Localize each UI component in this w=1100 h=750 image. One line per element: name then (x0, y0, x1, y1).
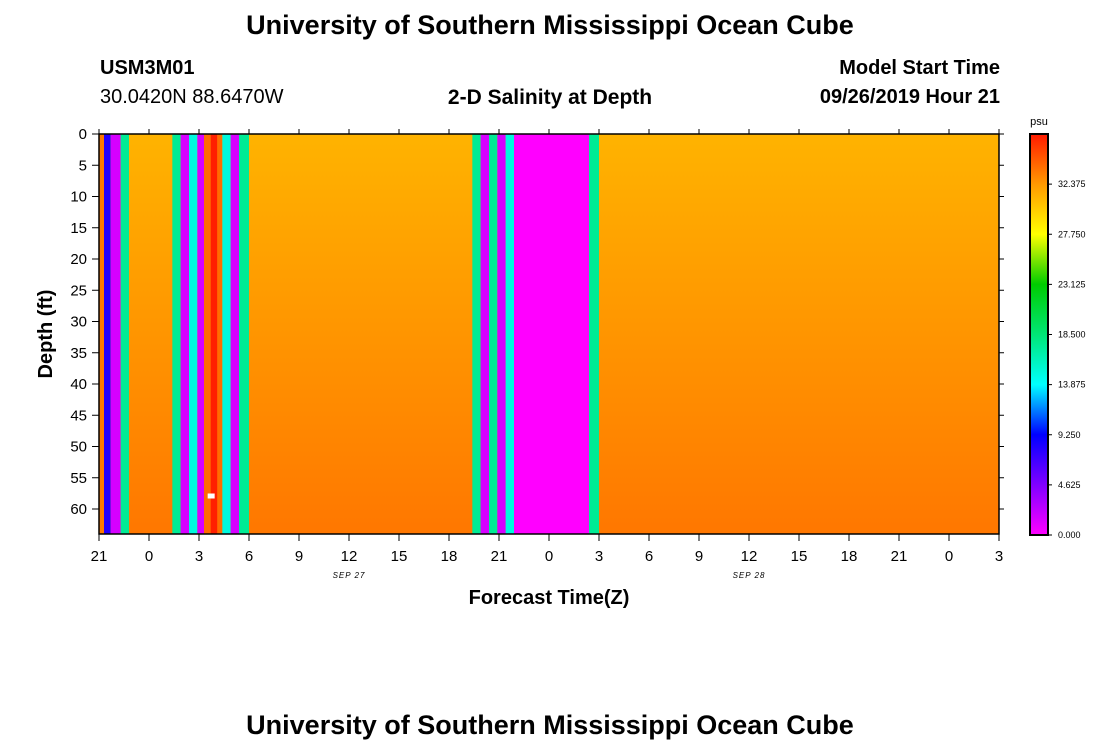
x-tick-label: 3 (195, 548, 203, 565)
y-tick-label: 25 (70, 282, 87, 299)
model-start-label: Model Start Time (839, 57, 1000, 79)
salinity-column (514, 134, 589, 534)
y-tick-label: 50 (70, 439, 87, 456)
x-tick-label: 9 (295, 548, 303, 565)
x-tick-label: 3 (595, 548, 603, 565)
model-start-time: 09/26/2019 Hour 21 (819, 86, 1000, 108)
x-tick-label: 6 (645, 548, 653, 565)
y-tick-label: 5 (79, 157, 87, 174)
y-tick-label: 15 (70, 220, 87, 237)
salinity-column (189, 134, 198, 534)
salinity-column (589, 134, 599, 534)
colorbar-tick-label: 4.625 (1058, 480, 1081, 490)
y-tick-label: 20 (70, 251, 87, 268)
y-tick-label: 55 (70, 470, 87, 487)
salinity-column (99, 134, 104, 534)
x-tick-label: 3 (995, 548, 1003, 565)
x-tick-label: 21 (91, 548, 108, 565)
date-label: SEP 28 (733, 571, 766, 580)
chart-title: 2-D Salinity at Depth (447, 86, 653, 109)
y-tick-label: 35 (70, 345, 87, 362)
y-tick-label: 45 (70, 407, 87, 424)
x-tick-label: 12 (741, 548, 758, 565)
x-tick-label: 0 (545, 548, 553, 565)
x-tick-label: 21 (491, 548, 508, 565)
page-title: University of Southern Mississippi Ocean… (246, 10, 854, 40)
colorbar-tick-label: 0.000 (1058, 530, 1081, 540)
y-tick-label: 10 (70, 189, 87, 206)
x-tick-label: 6 (245, 548, 253, 565)
salinity-column (472, 134, 481, 534)
x-tick-label: 18 (841, 548, 858, 565)
salinity-column (230, 134, 239, 534)
station-id: USM3M01 (100, 57, 195, 79)
x-tick-label: 0 (945, 548, 953, 565)
salinity-column (480, 134, 489, 534)
y-tick-label: 60 (70, 501, 87, 518)
salinity-column (239, 134, 249, 534)
salinity-column (505, 134, 514, 534)
x-tick-label: 12 (341, 548, 358, 565)
x-axis-title: Forecast Time(Z) (469, 587, 630, 609)
x-tick-label: 21 (891, 548, 908, 565)
colorbar-tick-label: 13.875 (1058, 380, 1086, 390)
date-label: SEP 27 (333, 571, 366, 580)
colorbar-tick-label: 27.750 (1058, 229, 1086, 239)
y-tick-label: 40 (70, 376, 87, 393)
y-tick-label: 0 (79, 126, 87, 143)
salinity-column (222, 134, 231, 534)
salinity-column (204, 134, 211, 534)
salinity-column (180, 134, 189, 534)
x-tick-label: 15 (391, 548, 408, 565)
data-marker (207, 493, 215, 499)
footer-title: University of Southern Mississippi Ocean… (246, 710, 854, 740)
station-coordinates: 30.0420N 88.6470W (100, 86, 284, 108)
colorbar-tick-label: 18.500 (1058, 330, 1086, 340)
x-tick-label: 9 (695, 548, 703, 565)
colorbar-tick-label: 23.125 (1058, 279, 1086, 289)
salinity-column (210, 134, 218, 534)
salinity-column (217, 134, 223, 534)
salinity-column (120, 134, 129, 534)
salinity-column (110, 134, 121, 534)
salinity-column (489, 134, 498, 534)
salinity-column (497, 134, 506, 534)
salinity-column (104, 134, 111, 534)
colorbar-tick-label: 32.375 (1058, 179, 1086, 189)
colorbar-unit: psu (1030, 116, 1048, 128)
x-tick-label: 15 (791, 548, 808, 565)
salinity-column (197, 134, 204, 534)
x-tick-label: 18 (441, 548, 458, 565)
y-axis-title: Depth (ft) (35, 290, 57, 379)
salinity-column (172, 134, 181, 534)
x-tick-label: 0 (145, 548, 153, 565)
y-tick-label: 30 (70, 314, 87, 331)
colorbar-tick-label: 9.250 (1058, 430, 1081, 440)
colorbar (1029, 133, 1049, 536)
